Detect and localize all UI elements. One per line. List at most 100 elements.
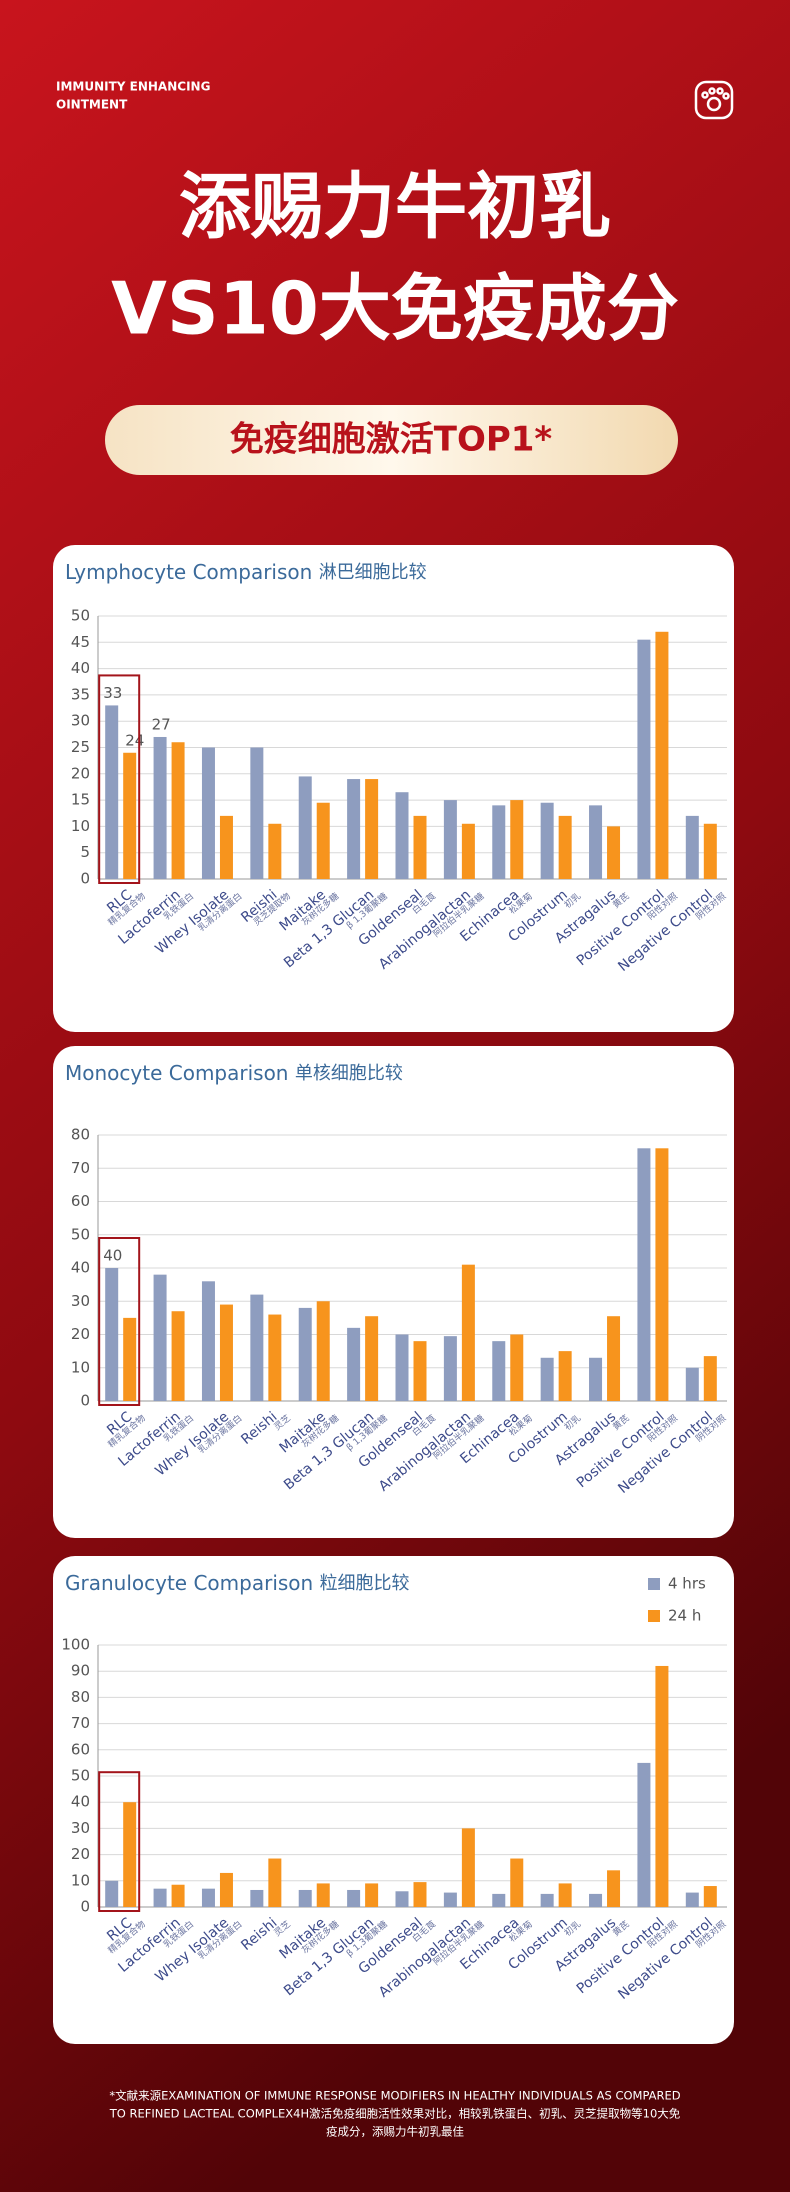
- bar: [250, 1294, 264, 1401]
- y-tick-label: 40: [71, 1259, 90, 1277]
- bar: [607, 1316, 621, 1401]
- y-tick-label: 20: [71, 1845, 90, 1863]
- y-tick-label: 0: [80, 1392, 90, 1410]
- y-tick-label: 5: [80, 843, 90, 861]
- bar: [443, 800, 457, 879]
- bar: [105, 1268, 119, 1401]
- bar: [685, 1892, 699, 1907]
- value-label: 33: [103, 684, 122, 702]
- bar: [268, 823, 282, 879]
- bar: [637, 1762, 651, 1907]
- bar: [171, 1311, 185, 1401]
- chart-title: Granulocyte Comparison 粒细胞比较: [65, 1571, 410, 1595]
- bar: [703, 1356, 717, 1401]
- highlight-box: [98, 1237, 141, 1406]
- bar: [201, 1281, 215, 1401]
- bar: [413, 815, 427, 879]
- y-tick-label: 80: [71, 1126, 90, 1144]
- bar: [492, 1893, 506, 1907]
- chart-title: Monocyte Comparison 单核细胞比较: [65, 1061, 403, 1085]
- chart-title-cn: 粒细胞比较: [320, 1573, 410, 1594]
- card: [53, 1046, 734, 1538]
- bar: [589, 1357, 603, 1401]
- y-tick-label: 80: [71, 1688, 90, 1706]
- bar: [201, 747, 215, 879]
- title: VS10大免疫成分: [111, 267, 679, 351]
- bar: [461, 1828, 475, 1907]
- bar: [365, 779, 379, 879]
- bar: [510, 800, 524, 879]
- bar: [395, 1334, 409, 1401]
- bar: [461, 823, 475, 879]
- brand: IMMUNITY ENHANCING: [56, 80, 210, 94]
- chart-title-en: Granulocyte Comparison: [65, 1571, 313, 1595]
- y-tick-label: 90: [71, 1662, 90, 1680]
- y-tick-label: 50: [71, 1767, 90, 1785]
- y-tick-label: 0: [80, 1898, 90, 1916]
- paw-icon: [694, 80, 734, 120]
- y-tick-label: 30: [71, 712, 90, 730]
- bar: [316, 1883, 330, 1907]
- bar: [316, 1301, 330, 1401]
- charts: Lymphocyte Comparison 淋巴细胞比较 0 5 10 15 20 25 30…: [53, 545, 734, 2044]
- value-label: 27: [152, 715, 171, 733]
- chart-title: Lymphocyte Comparison 淋巴细胞比较: [65, 560, 427, 584]
- badge: [105, 405, 678, 475]
- bar: [413, 1882, 427, 1907]
- bar: [607, 1870, 621, 1907]
- bar: [347, 1889, 361, 1907]
- bar: [347, 1327, 361, 1401]
- bar: [268, 1314, 282, 1401]
- y-tick-label: 70: [71, 1159, 90, 1177]
- bar: [347, 779, 361, 879]
- highlight-box: [98, 674, 141, 884]
- value-label: 24: [125, 731, 144, 749]
- chart-title-en: Lymphocyte Comparison: [65, 560, 312, 584]
- bar: [153, 1888, 167, 1907]
- bar: [105, 705, 119, 879]
- y-tick-label: 70: [71, 1714, 90, 1732]
- bar: [558, 815, 572, 879]
- bar: [219, 1304, 233, 1401]
- bar: [298, 776, 312, 879]
- bar: [395, 1891, 409, 1907]
- bar: [637, 1148, 651, 1401]
- bar: [558, 1351, 572, 1401]
- y-tick-label: 50: [71, 1225, 90, 1243]
- bar: [171, 1884, 185, 1907]
- title: 添赐力牛初乳: [179, 165, 611, 249]
- badge-text: 免疫细胞激活TOP1*: [230, 420, 553, 460]
- chart-title-en: Monocyte Comparison: [65, 1061, 289, 1085]
- bar: [298, 1889, 312, 1907]
- y-tick-label: 60: [71, 1192, 90, 1210]
- bar: [316, 802, 330, 879]
- legend-label: 4 hrs: [668, 1575, 706, 1593]
- legend-label: 24 h: [668, 1607, 701, 1625]
- y-tick-label: 0: [80, 870, 90, 888]
- bar: [655, 631, 669, 879]
- brand: OINTMENT: [56, 98, 128, 112]
- bar: [153, 1274, 167, 1401]
- bar: [219, 815, 233, 879]
- bar: [395, 792, 409, 879]
- y-tick-label: 35: [71, 685, 90, 703]
- card: [53, 545, 734, 1032]
- bar: [365, 1883, 379, 1907]
- y-tick-label: 40: [71, 1793, 90, 1811]
- bar: [540, 1357, 554, 1401]
- highlight-box: [98, 1771, 141, 1912]
- bar: [655, 1665, 669, 1907]
- y-tick-label: 20: [71, 764, 90, 782]
- y-tick-label: 30: [71, 1292, 90, 1310]
- bar: [153, 736, 167, 879]
- bar: [637, 639, 651, 879]
- footnote: 疫成分，添赐力牛初乳最佳: [326, 2125, 464, 2139]
- y-tick-label: 45: [71, 633, 90, 651]
- chart-title-cn: 单核细胞比较: [295, 1063, 403, 1084]
- bar: [250, 747, 264, 879]
- bar: [655, 1148, 669, 1401]
- y-tick-label: 50: [71, 607, 90, 625]
- y-tick-label: 60: [71, 1740, 90, 1758]
- chart-title-cn: 淋巴细胞比较: [319, 562, 427, 583]
